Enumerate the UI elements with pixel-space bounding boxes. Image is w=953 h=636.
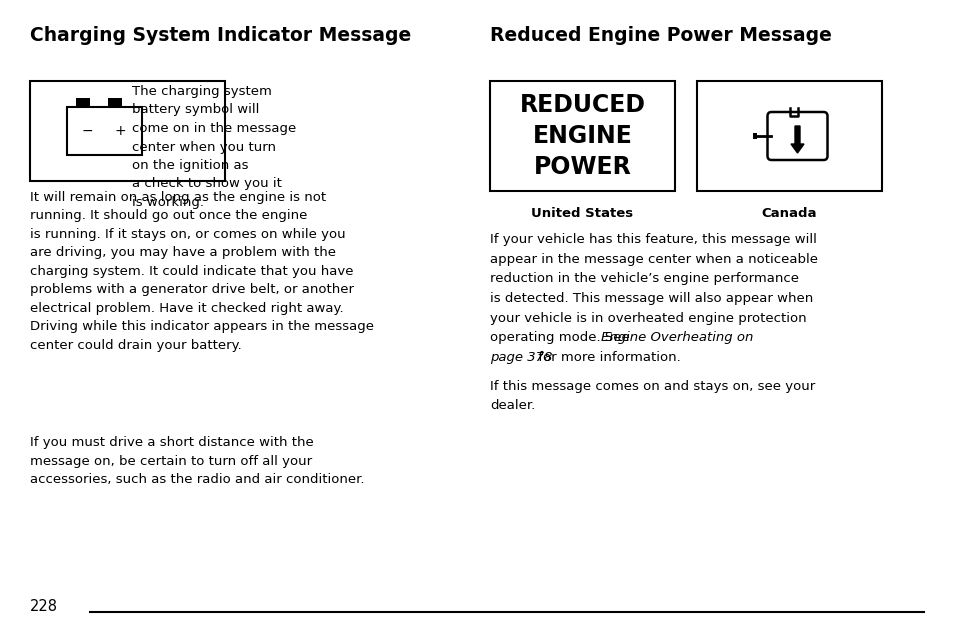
Text: Engine Overheating on: Engine Overheating on	[600, 331, 753, 344]
Text: Reduced Engine Power Message: Reduced Engine Power Message	[490, 26, 831, 45]
Text: Canada: Canada	[760, 207, 817, 220]
Text: 228: 228	[30, 599, 58, 614]
Bar	[76, 98, 90, 107]
Text: The charging system
battery symbol will
come on in the message
center when you t: The charging system battery symbol will …	[132, 85, 295, 209]
Text: United States: United States	[531, 207, 633, 220]
Bar	[490, 81, 675, 191]
Text: reduction in the vehicle’s engine performance: reduction in the vehicle’s engine perfor…	[490, 272, 799, 286]
Text: page 378: page 378	[490, 351, 552, 364]
Bar	[109, 98, 122, 107]
Text: your vehicle is in overheated engine protection: your vehicle is in overheated engine pro…	[490, 312, 806, 324]
Text: −: −	[82, 124, 93, 138]
Text: is detected. This message will also appear when: is detected. This message will also appe…	[490, 292, 812, 305]
Text: Charging System Indicator Message: Charging System Indicator Message	[30, 26, 411, 45]
Bar	[67, 107, 141, 155]
Text: appear in the message center when a noticeable: appear in the message center when a noti…	[490, 252, 817, 266]
Text: If your vehicle has this feature, this message will: If your vehicle has this feature, this m…	[490, 233, 816, 246]
Text: REDUCED
ENGINE
POWER: REDUCED ENGINE POWER	[519, 93, 645, 179]
FancyArrow shape	[790, 126, 803, 153]
Bar	[30, 81, 225, 181]
Bar	[753, 133, 757, 139]
Text: It will remain on as long as the engine is not
running. It should go out once th: It will remain on as long as the engine …	[30, 191, 374, 352]
Text: If this message comes on and stays on, see your
dealer.: If this message comes on and stays on, s…	[490, 380, 815, 412]
Text: operating mode. See: operating mode. See	[490, 331, 634, 344]
Bar	[697, 81, 882, 191]
Text: for more information.: for more information.	[534, 351, 680, 364]
Text: +: +	[114, 124, 127, 138]
Text: If you must drive a short distance with the
message on, be certain to turn off a: If you must drive a short distance with …	[30, 436, 364, 486]
FancyBboxPatch shape	[767, 112, 826, 160]
